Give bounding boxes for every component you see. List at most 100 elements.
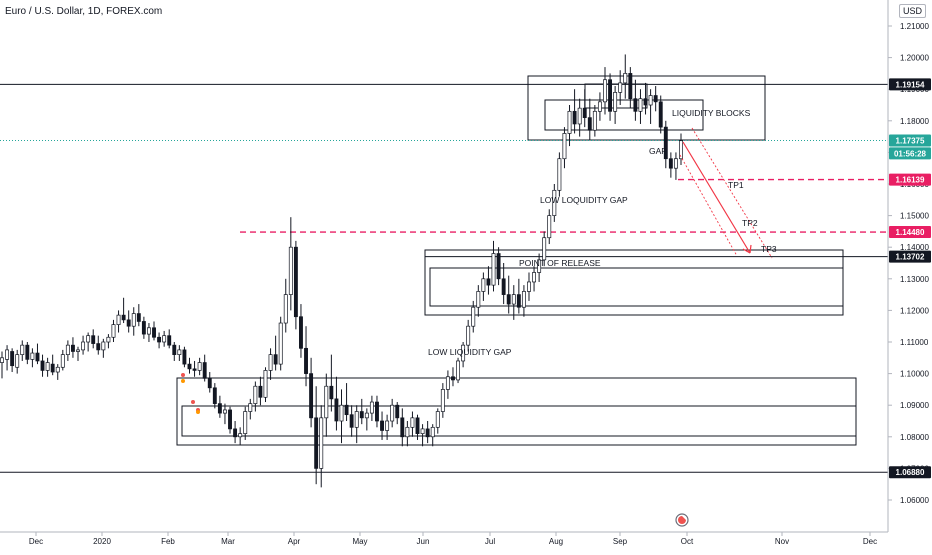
x-axis[interactable]: Dec 2020 Feb Mar Apr May Jun Jul Aug Sep Oct Nov Dec [0,531,888,546]
candle-body [263,370,268,398]
annotation-label: GAP [649,146,667,156]
candle-body [410,417,415,428]
candle [451,367,455,387]
candle-body [299,316,303,349]
candle-body [121,314,126,321]
candle [496,247,501,286]
candle-body [623,73,628,84]
candle-body [10,351,15,367]
y-tick-label: 1.11000 [900,338,929,347]
candle-body [369,401,374,414]
candle-body [238,433,243,438]
candle [673,152,678,180]
y-tick-label: 1.18000 [900,117,929,126]
candle-body [613,92,618,112]
candle [618,70,623,105]
candle-body [663,126,668,160]
candle-body [425,428,430,438]
candle [121,297,126,324]
candle-body [481,278,486,292]
y-tick-label: 1.20000 [900,54,929,63]
candle [136,304,141,327]
candle-body [430,426,435,438]
candle [395,402,400,425]
candle-body [491,253,496,286]
candle-body [116,314,121,325]
candle [380,411,384,440]
candle-body [35,352,40,362]
candle-body [86,335,91,343]
y-tick-label: 1.08000 [900,433,929,442]
candle-body [582,107,587,118]
candle [187,357,192,374]
candle-body [324,385,329,419]
candle [10,348,15,373]
candle [299,304,303,358]
x-tick-label: May [352,537,367,546]
candle-body [643,98,648,106]
candle [532,266,537,292]
candle [400,408,405,447]
candle-body [405,426,410,438]
candle [430,424,435,447]
candle-body [638,98,643,112]
candle [5,345,10,371]
candle [359,398,364,425]
replay-icon[interactable] [675,513,689,527]
candle [314,386,319,485]
candle-body [50,363,55,373]
x-tick-label: Feb [161,537,175,546]
arrow-head [742,244,752,254]
candle [557,152,562,197]
candle-body [592,110,597,131]
candle-body [146,327,151,335]
zone-box [176,377,857,446]
candle-body [25,344,30,360]
candle-body [445,376,450,390]
candle [597,92,602,121]
candle [648,89,653,124]
candle-body [30,352,35,360]
candle-body [96,343,101,351]
candle-body [603,79,607,103]
price-label: 1.13702 [896,253,925,262]
candle [35,343,40,365]
candle [369,395,374,421]
candle [668,152,673,178]
annotations: LIQUIDITY BLOCKS GAP TP1 TP2 TP3 LOW LOQUIDIT… [428,108,777,527]
annotation-label: LIQUIDITY BLOCKS [672,108,751,118]
candle-body [451,376,455,381]
currency-button[interactable]: USD [898,4,926,18]
candle [126,310,131,333]
arrow-dotted [679,154,738,257]
candle [679,133,683,166]
candle [562,127,567,169]
candle-body [501,278,506,295]
candle-body [217,403,222,414]
y-tick-label: 1.12000 [900,306,929,315]
candle [552,184,557,222]
zone-box [527,75,766,141]
projection-arrows [181,127,773,414]
candle-body [283,294,288,324]
candle-body [537,259,542,273]
candle-body [511,294,516,305]
candle [420,424,425,447]
event-marker [196,410,200,414]
candle-body [415,417,420,434]
candle-body [521,291,526,308]
candle [217,395,222,418]
candle [86,332,91,352]
x-tick-label: Nov [775,537,789,546]
candle [106,334,111,349]
candle-body [380,420,384,431]
price-label-bg [889,134,931,147]
candle [111,319,116,342]
candle-body [542,237,547,261]
candle [248,398,253,420]
candle [633,79,638,121]
candle-body [157,336,162,343]
y-tick-label: 1.21000 [900,22,929,31]
